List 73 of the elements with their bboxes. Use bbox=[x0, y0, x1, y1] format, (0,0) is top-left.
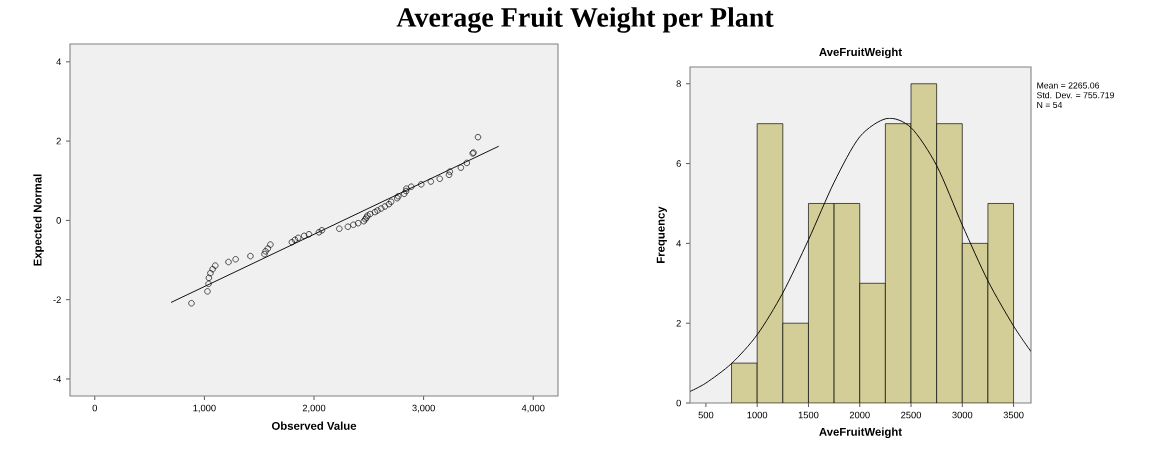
point bbox=[350, 221, 357, 228]
x-tick-label: 500 bbox=[698, 411, 714, 419]
point bbox=[457, 164, 465, 171]
point bbox=[446, 168, 453, 175]
text: N = 54 bbox=[1037, 101, 1063, 108]
y-tick-label: -4 bbox=[53, 375, 62, 383]
point bbox=[436, 175, 443, 182]
point bbox=[388, 198, 395, 205]
point bbox=[463, 159, 470, 167]
point bbox=[371, 208, 379, 216]
x-tick-label: 1,000 bbox=[193, 404, 216, 413]
text: Mean = 2265.06 bbox=[1037, 82, 1100, 89]
text: Std. Dev. = 755.719 bbox=[1037, 91, 1114, 99]
point bbox=[336, 225, 343, 232]
point bbox=[418, 181, 425, 188]
x-tick-label: 3,000 bbox=[412, 404, 435, 413]
x-tick-label: 1000 bbox=[747, 411, 768, 419]
x-tick-label: 4,000 bbox=[521, 404, 545, 413]
y-tick-label: 0 bbox=[56, 217, 61, 224]
point bbox=[381, 203, 389, 210]
point bbox=[204, 288, 211, 295]
point bbox=[385, 201, 393, 208]
point bbox=[445, 171, 453, 178]
chart-title: Average Fruit Weight per Plant bbox=[396, 7, 774, 33]
point bbox=[288, 239, 295, 246]
point bbox=[301, 232, 308, 239]
x-tick-label: 3500 bbox=[1003, 411, 1024, 419]
point bbox=[315, 229, 323, 236]
chart-title: AveFruitWeight bbox=[819, 47, 902, 59]
point bbox=[344, 223, 352, 230]
point bbox=[205, 280, 212, 287]
point bbox=[207, 269, 214, 277]
y-tick-label: 8 bbox=[676, 80, 681, 88]
y-tick-label: 2 bbox=[676, 319, 681, 327]
point bbox=[295, 234, 302, 241]
y-tick-label: 0 bbox=[676, 399, 681, 407]
x-tick-label: 1500 bbox=[798, 411, 819, 419]
point bbox=[305, 231, 313, 238]
x-tick-label: 2500 bbox=[901, 411, 922, 419]
point bbox=[318, 227, 326, 234]
x-tick-label: 0 bbox=[92, 404, 98, 412]
point bbox=[291, 236, 299, 243]
x-axis-title: AveFruitWeight bbox=[819, 427, 902, 439]
point bbox=[264, 245, 271, 252]
y-tick-label: 2 bbox=[56, 137, 61, 145]
point bbox=[209, 266, 216, 273]
y-tick-label: 4 bbox=[676, 240, 682, 247]
point bbox=[374, 207, 381, 214]
x-tick-label: 3000 bbox=[952, 411, 973, 419]
point bbox=[262, 248, 269, 255]
x-axis-title: Observed Value bbox=[271, 421, 357, 430]
y-axis-title: Frequency bbox=[656, 206, 667, 263]
point bbox=[402, 187, 410, 195]
point bbox=[378, 205, 385, 212]
point bbox=[225, 258, 232, 266]
point bbox=[212, 262, 219, 269]
point bbox=[355, 220, 362, 227]
y-tick-label: 6 bbox=[676, 160, 681, 167]
point bbox=[408, 183, 415, 190]
point bbox=[205, 274, 213, 282]
y-tick-label: 4 bbox=[56, 58, 62, 66]
point bbox=[188, 300, 195, 307]
point bbox=[403, 185, 410, 192]
point bbox=[267, 241, 274, 248]
point bbox=[232, 256, 239, 263]
x-tick-label: 2,000 bbox=[302, 404, 326, 413]
point bbox=[427, 178, 434, 185]
point bbox=[247, 252, 254, 260]
y-tick-label: -2 bbox=[53, 296, 61, 303]
point bbox=[261, 250, 268, 258]
y-axis-title: Expected Normal bbox=[33, 174, 44, 266]
x-tick-label: 2000 bbox=[849, 411, 870, 419]
point bbox=[474, 134, 482, 141]
